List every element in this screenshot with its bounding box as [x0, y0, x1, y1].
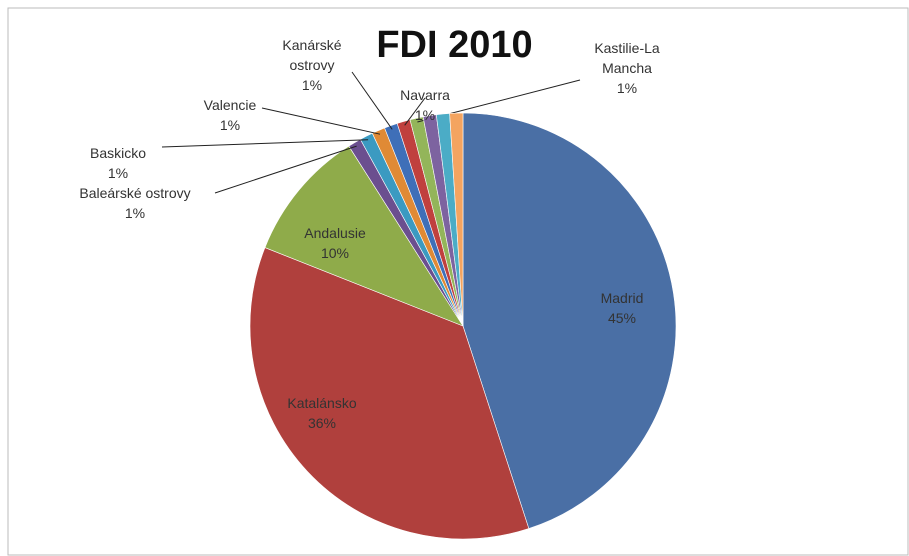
slice-name: Navarra: [400, 87, 450, 103]
slice-name: Valencie: [203, 97, 257, 113]
slice-label: Baleárské ostrovy 1%: [35, 183, 235, 223]
slice-value-label: 1%: [124, 205, 146, 221]
leader-line: [214, 145, 357, 194]
slice-value-label: 36%: [307, 415, 337, 431]
leader-line: [161, 139, 369, 148]
pie-slice: [462, 112, 677, 529]
slice-value-label: 1%: [301, 77, 323, 93]
slice-name: Madrid: [600, 290, 644, 306]
slice-value-label: 45%: [607, 310, 637, 326]
slice-name: Kanárské ostrovy: [282, 37, 342, 73]
slice-label: Andalusie 10%: [280, 223, 390, 263]
slice-value-label: 1%: [107, 165, 129, 181]
slice-value-label: 1%: [616, 80, 638, 96]
slice-value-label: 10%: [320, 245, 350, 261]
slice-label: Valencie 1%: [180, 95, 280, 135]
slice-label: Kanárské ostrovy 1%: [267, 35, 357, 95]
pie-slice: [249, 247, 530, 540]
slice-name: Baleárské ostrovy: [79, 185, 191, 201]
slice-label: Navarra 1%: [380, 85, 470, 125]
leader-line: [404, 97, 426, 126]
leader-line: [261, 107, 381, 135]
slice-value-label: 1%: [219, 117, 241, 133]
slice-name: Kastilie-La Mancha: [594, 40, 660, 76]
slice-label: Katalánsko 36%: [262, 393, 382, 433]
pie-slice: [449, 112, 464, 327]
slice-value-label: 1%: [414, 107, 436, 123]
slice-name: Baskicko: [89, 145, 147, 161]
slice-name: Andalusie: [304, 225, 366, 241]
slice-label: Madrid 45%: [567, 288, 677, 328]
leader-line: [351, 71, 393, 130]
slice-label: Baskicko 1%: [68, 143, 168, 183]
chart-title: FDI 2010: [376, 24, 533, 66]
slice-label: Kastilie-La Mancha 1%: [572, 38, 682, 98]
slice-name: Katalánsko: [287, 395, 357, 411]
